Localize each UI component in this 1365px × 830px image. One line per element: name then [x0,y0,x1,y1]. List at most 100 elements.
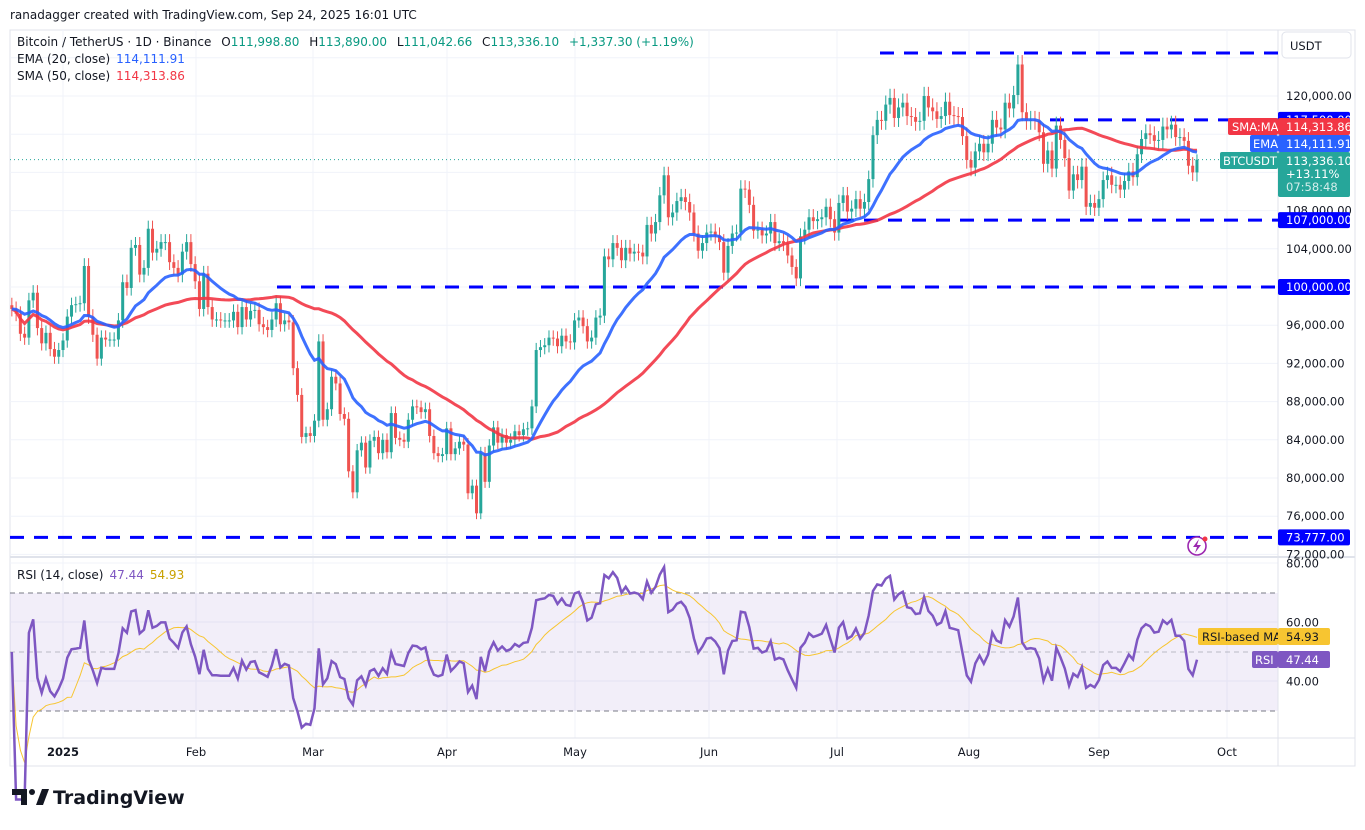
price-tick: 80,000.00 [1286,471,1345,485]
candle-body [155,248,159,253]
candle-body [556,338,560,347]
candle-body [475,485,479,514]
rsi-tag: RSI 47.44 [1252,651,1330,668]
candle [376,430,380,460]
candle [197,273,201,317]
candle [807,209,811,238]
candle-body [645,224,649,257]
candle [61,333,65,358]
candle [402,433,406,449]
candle [1157,131,1161,150]
level-label: 107,000.00 [1286,213,1352,227]
candle [1007,93,1011,118]
time-axis[interactable]: 2025 Feb Mar Apr May Jun Jul Aug Sep Oct [47,745,1237,759]
tradingview-logo[interactable]: TradingView [12,787,185,809]
rsi-axis[interactable]: 80.00 60.00 40.00 [1286,557,1319,689]
candle [1084,158,1088,216]
candle-body [517,431,521,436]
candle-body [359,442,363,451]
lightning-alert-icon[interactable] [1187,536,1208,556]
candle-body [176,267,180,275]
candle [40,320,44,351]
price-tick: 120,000.00 [1286,89,1352,103]
candle [338,376,342,421]
candle [10,297,14,317]
svg-text:114,111.91: 114,111.91 [1286,137,1352,151]
candle [628,239,632,262]
candle-body [534,350,538,407]
candle [824,198,828,226]
rsi-legend[interactable]: RSI (14, close) 47.44 54.93 [17,568,184,582]
attribution-text: ranadagger created with TradingView.com,… [10,8,417,22]
candle-body [901,102,905,108]
candle-body [453,448,457,455]
candle [901,93,905,117]
candle-body [1076,174,1080,181]
candle-body [244,307,248,320]
price-axis[interactable]: 120,000.00108,000.00104,000.0096,000.009… [1286,89,1352,561]
time-tick: Mar [302,745,324,759]
candle [108,332,112,347]
candle [138,237,142,283]
candle-body [862,202,866,209]
svg-text:+13.11%: +13.11% [1286,167,1340,181]
candle-body [197,281,201,309]
candle [560,328,564,354]
candle-body [202,273,206,309]
candle [121,274,125,328]
candle-body [828,206,832,220]
svg-text:EMA: EMA [1253,137,1278,151]
candle-body [590,337,594,342]
candle-body [300,394,304,437]
candle-body [790,255,794,267]
candle-body [206,273,210,308]
candle [1165,117,1169,139]
candle [556,331,560,354]
candle-body [773,222,777,244]
candle-body [1169,124,1173,130]
candle [334,369,338,391]
candle-body [794,266,798,279]
candle-body [504,435,508,443]
candle [52,341,56,364]
candle [78,295,82,312]
candle-body [854,199,858,209]
candle-body [1182,137,1186,141]
candle-body [939,116,943,119]
candle-body [483,453,487,482]
candle-body [858,199,862,209]
candle-body [283,320,287,325]
candle [879,110,883,130]
candle [982,134,986,162]
candle-body [926,96,930,108]
candle [266,319,270,338]
candle [1076,165,1080,189]
candle [381,433,385,460]
candle-body [57,350,61,357]
candle [355,443,359,499]
ema-legend[interactable]: EMA (20, close) 114,111.91 [17,52,185,66]
candle-body [1007,102,1011,109]
candle [227,313,231,328]
candle-body [1020,64,1024,113]
candle [1046,141,1050,173]
price-tick: 88,000.00 [1286,395,1345,409]
rsi-ma-tag: RSI-based MA 54.93 [1198,628,1330,645]
rsi-tick: 80.00 [1286,557,1319,571]
currency-button[interactable] [1281,31,1352,59]
candle [372,430,376,448]
candle [922,86,926,130]
candle [854,190,858,217]
sma-legend[interactable]: SMA (50, close) 114,313.86 [17,69,185,83]
candle [662,166,666,204]
candle [1178,128,1182,146]
candle [931,98,935,121]
candle [1186,132,1190,175]
candle [31,285,35,308]
candle [411,399,415,427]
candle-body [193,264,197,282]
candle-body [278,303,282,325]
candle [948,92,952,125]
